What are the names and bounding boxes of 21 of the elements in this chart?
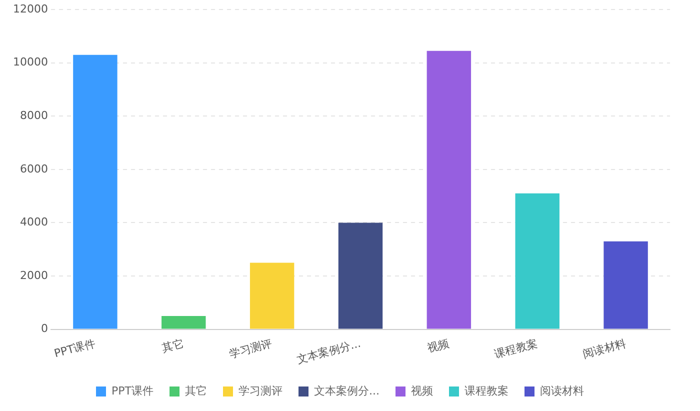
x-tick-label: 文本案例分... xyxy=(295,336,362,366)
y-tick-label: 10000 xyxy=(12,56,48,69)
x-tick-label: 课程教案 xyxy=(493,336,539,361)
y-tick-label: 0 xyxy=(40,322,48,336)
x-tick-label: 视频 xyxy=(426,336,450,356)
legend-label: 视频 xyxy=(410,384,433,398)
x-tick-label: PPT课件 xyxy=(52,336,97,360)
y-tick-label: 6000 xyxy=(20,162,48,176)
y-tick-label: 2000 xyxy=(20,268,48,282)
legend-label: 学习测评 xyxy=(238,384,282,398)
x-tick-label: 其它 xyxy=(160,336,186,356)
y-tick-label: 12000 xyxy=(12,2,48,16)
legend-label: 阅读材料 xyxy=(540,384,584,398)
legend-label: 文本案例分... xyxy=(314,384,380,398)
legend-label: 课程教案 xyxy=(464,384,508,398)
legend-label: 其它 xyxy=(185,384,207,398)
x-tick-label: 阅读材料 xyxy=(581,336,628,361)
y-tick-label: 4000 xyxy=(20,216,48,229)
x-tick-label: 学习测评 xyxy=(228,336,274,361)
legend-label: PPT课件 xyxy=(112,384,154,398)
y-tick-label: 8000 xyxy=(20,109,48,122)
